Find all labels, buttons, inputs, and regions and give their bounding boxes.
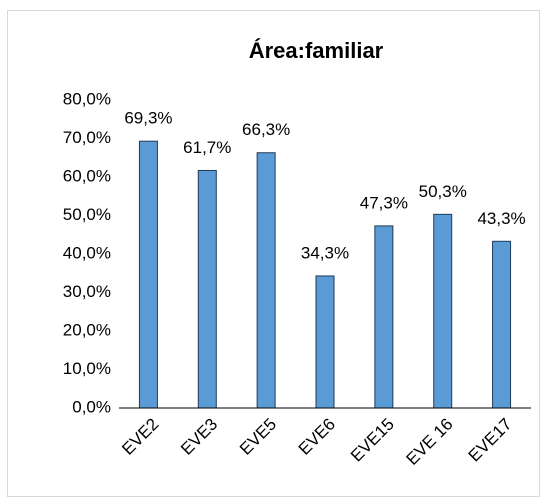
y-tick-label: 60,0% bbox=[63, 166, 111, 185]
y-tick-label: 30,0% bbox=[63, 282, 111, 301]
bar bbox=[315, 275, 335, 409]
y-tick-label: 40,0% bbox=[63, 243, 111, 262]
chart-title: Área:familiar bbox=[249, 38, 384, 63]
y-tick-label: 20,0% bbox=[63, 320, 111, 339]
bar bbox=[197, 169, 217, 409]
y-tick-label: 70,0% bbox=[63, 128, 111, 147]
bar bbox=[256, 152, 276, 409]
bar bbox=[433, 213, 453, 409]
bar bbox=[492, 240, 512, 409]
y-tick-label: 10,0% bbox=[63, 359, 111, 378]
value-label: 61,7% bbox=[183, 138, 231, 157]
value-label: 34,3% bbox=[301, 243, 349, 262]
value-label: 47,3% bbox=[360, 193, 408, 212]
value-label: 50,3% bbox=[419, 182, 467, 201]
value-label: 66,3% bbox=[242, 120, 290, 139]
y-tick-label: 80,0% bbox=[63, 89, 111, 108]
bar bbox=[138, 140, 158, 409]
value-label: 69,3% bbox=[124, 109, 172, 128]
y-tick-label: 50,0% bbox=[63, 205, 111, 224]
y-tick-label: 0,0% bbox=[72, 397, 111, 416]
value-label: 43,3% bbox=[477, 209, 525, 228]
bar bbox=[374, 225, 394, 409]
